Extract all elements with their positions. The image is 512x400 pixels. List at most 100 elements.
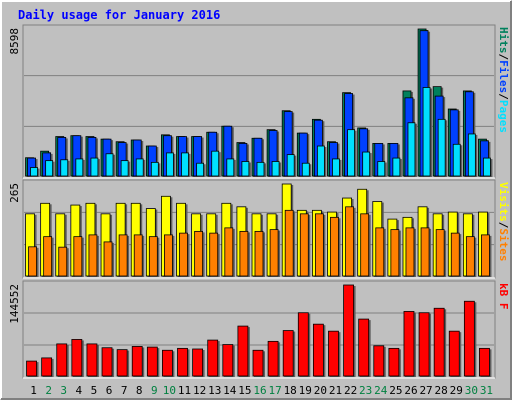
bar [328,330,339,377]
bar [237,325,249,377]
x-tick-label: 25 [389,384,402,397]
bar [192,348,204,377]
bar [332,158,340,177]
bar [271,161,280,177]
bar [135,158,144,177]
bar [41,357,53,377]
bar [75,158,84,177]
x-tick-label: 18 [284,384,297,397]
bar [435,229,445,277]
bar [269,229,279,277]
bar [162,349,173,377]
bar [146,346,158,377]
bar [465,236,475,277]
bar [392,157,401,177]
bar [181,152,189,177]
x-tick-label: 19 [299,384,312,397]
bar [467,133,476,177]
bar [103,241,113,277]
bar [30,167,38,177]
bar [422,87,431,177]
x-tick-label: 3 [60,384,67,397]
x-tick-label: 14 [223,384,237,397]
x-tick-label: 26 [404,384,417,397]
x-tick-label: 2 [45,384,52,397]
bar [375,227,385,277]
x-tick-label: 1 [30,384,37,397]
bar [403,311,415,377]
bar [256,161,265,177]
bar [282,330,294,377]
bar [166,152,174,177]
chart-title: Daily usage for January 2016 [18,8,220,22]
bar [405,227,415,277]
bar [284,209,294,277]
x-tick-label: 10 [163,384,176,397]
legend-entry: kB F [497,283,510,310]
x-tick-label: 29 [450,384,463,397]
bar [71,339,83,377]
bar [131,346,143,377]
bar [463,300,475,377]
x-tick-label: 11 [178,384,191,397]
bar [388,347,400,377]
bar [314,213,324,277]
x-tick-label: 24 [374,384,388,397]
y-tick-label: 144552 [8,284,21,324]
bar [194,230,204,277]
bar [254,230,264,277]
x-tick-label: 5 [91,384,98,397]
x-tick-label: 17 [268,384,281,397]
bar [373,345,385,377]
bar [345,206,354,277]
x-tick-label: 4 [76,384,83,397]
bar [301,162,310,177]
bar [360,213,370,277]
bar [358,318,370,377]
bar [88,234,98,277]
legend-separator: / [497,54,510,61]
x-tick-label: 15 [238,384,251,397]
x-tick-label: 20 [314,384,327,397]
bar [347,129,355,177]
bar [267,340,279,377]
bar [58,246,68,277]
bar [222,344,234,377]
bar [207,339,219,377]
bar [297,312,309,377]
legend: Hits/Files/Pages [497,27,510,133]
bar [56,343,68,377]
bar [312,323,324,377]
legend: Visits/Sites [497,182,510,262]
bar [226,158,235,177]
legend-entry: Visits [497,182,510,222]
x-tick-label: 22 [344,384,357,397]
bar [105,153,114,177]
bar [60,159,69,177]
bar [118,234,128,277]
bar [196,162,205,177]
bar [120,160,129,177]
x-tick-label: 27 [419,384,432,397]
bar [90,157,99,177]
bar [177,347,188,377]
bar [483,157,491,177]
x-tick-label: 31 [480,384,493,397]
bar [73,236,83,277]
y-tick-label: 265 [8,183,21,203]
x-tick-label: 13 [208,384,221,397]
legend-entry: Hits [497,27,510,54]
y-tick-label: 8598 [8,28,21,55]
bar [390,229,400,277]
x-tick-label: 30 [465,384,478,397]
legend-separator: / [497,93,510,100]
bar [164,234,173,277]
x-tick-label: 21 [329,384,342,397]
x-tick-label: 9 [151,384,158,397]
bar [418,312,430,377]
x-tick-label: 16 [253,384,266,397]
bar [241,161,250,177]
bar [479,347,490,377]
